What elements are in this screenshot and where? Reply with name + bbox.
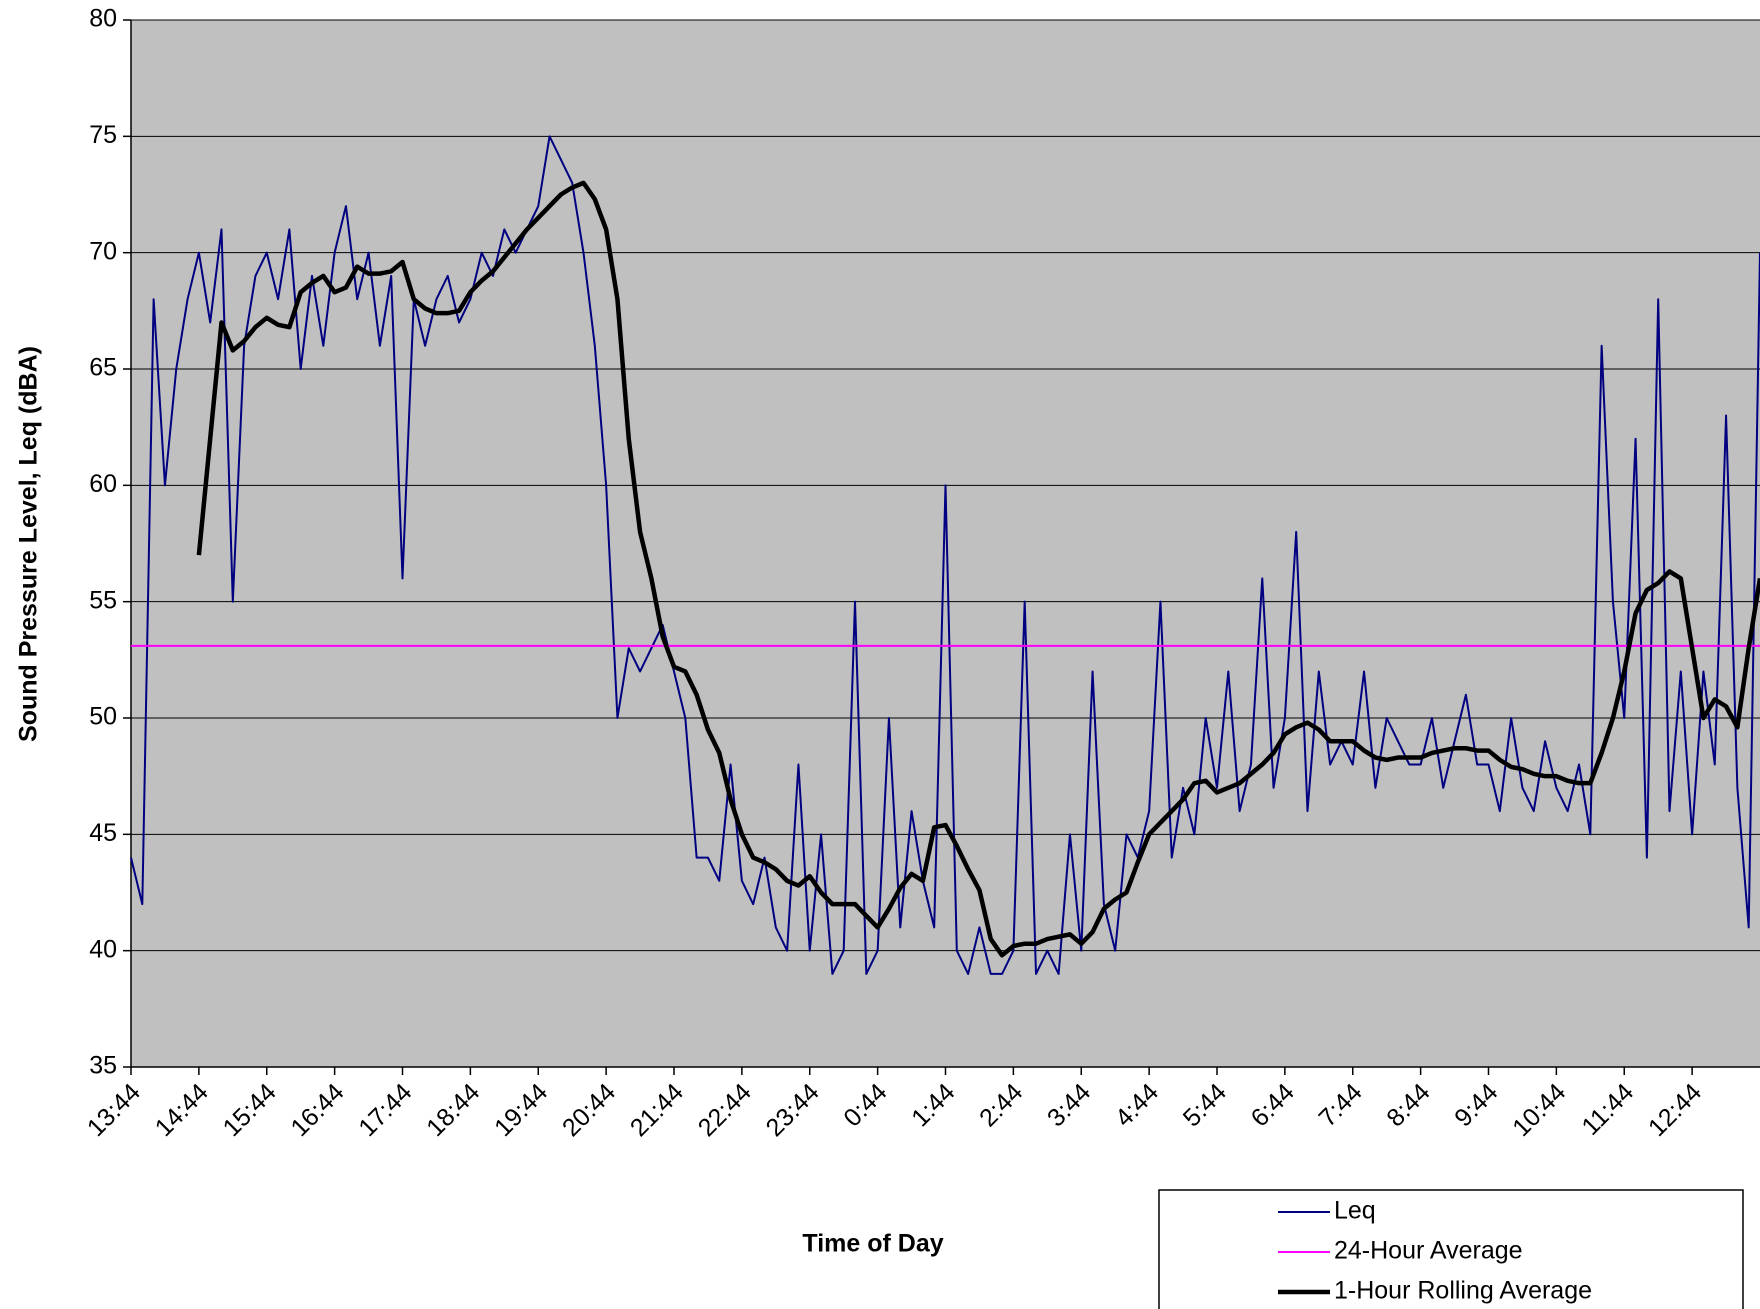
x-tick-label: 12:44 — [1643, 1078, 1707, 1142]
legend-box — [1158, 1189, 1744, 1309]
x-tick-label: 6:44 — [1246, 1078, 1300, 1132]
x-tick-label: 18:44 — [421, 1078, 485, 1142]
x-tick-label: 4:44 — [1110, 1078, 1164, 1132]
y-axis-title: Sound Pressure Level, Leq (dBA) — [15, 346, 43, 742]
series-line — [130, 135, 1760, 975]
x-tick-label: 21:44 — [625, 1078, 689, 1142]
x-tick-label: 8:44 — [1381, 1078, 1435, 1132]
x-tick-label: 20:44 — [557, 1078, 621, 1142]
x-tick-label: 14:44 — [150, 1078, 214, 1142]
y-tick-label: 75 — [89, 121, 117, 149]
series-line — [196, 180, 1760, 958]
legend-label: Leq — [1334, 1197, 1376, 1225]
legend: Leq 24-Hour Average 1-Hour Rolling Average — [1158, 1189, 1744, 1309]
y-tick-label: 40 — [89, 935, 117, 963]
x-tick-label: 7:44 — [1313, 1078, 1367, 1132]
x-tick-label: 5:44 — [1178, 1078, 1232, 1132]
x-axis-title: Time of Day — [802, 1230, 943, 1258]
y-tick-label: 80 — [89, 5, 117, 33]
y-tick-label: 55 — [89, 586, 117, 614]
y-tick-label: 60 — [89, 470, 117, 498]
x-tick-label: 17:44 — [353, 1078, 417, 1142]
y-tick-label: 35 — [89, 1052, 117, 1080]
y-tick-label: 45 — [89, 819, 117, 847]
x-tick-label: 11:44 — [1576, 1078, 1639, 1141]
plot-area — [131, 20, 1760, 1067]
legend-label: 24-Hour Average — [1334, 1237, 1523, 1265]
x-tick-label: 1:44 — [906, 1078, 960, 1132]
x-tick-label: 9:44 — [1449, 1078, 1503, 1132]
x-tick-label: 16:44 — [286, 1078, 350, 1142]
legend-label: 1-Hour Rolling Average — [1334, 1277, 1592, 1305]
y-tick-label: 70 — [89, 237, 117, 265]
x-tick-label: 10:44 — [1507, 1078, 1571, 1142]
x-tick-label: 0:44 — [838, 1078, 892, 1132]
x-tick-label: 23:44 — [761, 1078, 825, 1142]
y-tick-label: 50 — [89, 703, 117, 731]
x-tick-label: 22:44 — [693, 1078, 757, 1142]
x-tick-label: 13:44 — [82, 1078, 146, 1142]
x-tick-label: 3:44 — [1042, 1078, 1096, 1132]
y-tick-label: 65 — [89, 354, 117, 382]
x-tick-label: 2:44 — [974, 1078, 1028, 1132]
x-tick-label: 19:44 — [489, 1078, 553, 1142]
x-tick-label: 15:44 — [218, 1078, 282, 1142]
